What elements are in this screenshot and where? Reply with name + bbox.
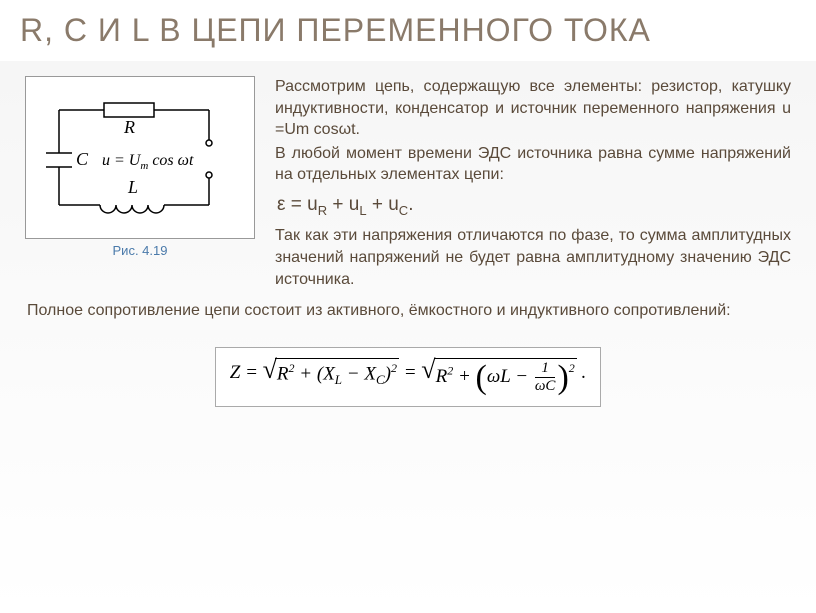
label-L: L [127, 177, 138, 197]
f-omega2: ω [535, 378, 546, 394]
f-C: C [545, 378, 555, 394]
f-minus2: − [511, 366, 533, 387]
sqrt-2: √ R2 + (ωL − 1ωC)2 [421, 358, 576, 396]
f-paren-sq2: 2 [569, 361, 575, 375]
f-L: L [500, 366, 510, 387]
circuit-diagram: R C L u = Um cos ωt [25, 76, 255, 239]
frac-num: 1 [535, 361, 556, 378]
f-plus2: + [453, 366, 475, 387]
f-R2: R [436, 366, 448, 387]
f-XL: X [323, 363, 335, 384]
f-final-dot: . [582, 362, 587, 383]
lparen-icon: ( [476, 359, 487, 396]
equation-emf: ε = uR + uL + uC. [275, 192, 791, 219]
eq-sub-C: C [399, 203, 408, 218]
fraction: 1ωC [535, 361, 556, 394]
header: R, C И L В ЦЕПИ ПЕРЕМЕННОГО ТОКА [0, 0, 816, 61]
f-eq2: = [404, 362, 422, 383]
label-u-eq: u = Um cos ωt [102, 152, 194, 172]
eq-plus-2: + u [367, 194, 399, 215]
f-eq1: = [240, 362, 262, 383]
f-R1: R [277, 363, 289, 384]
label-C: C [76, 149, 89, 169]
f-paren-sq1: 2 [391, 361, 397, 375]
eq-epsilon: ε = u [277, 194, 318, 215]
f-XC: X [364, 363, 376, 384]
figure-caption: Рис. 4.19 [25, 243, 255, 258]
page-title: R, C И L В ЦЕПИ ПЕРЕМЕННОГО ТОКА [20, 12, 796, 49]
f-XC-sub: C [376, 372, 385, 387]
content: R C L u = Um cos ωt Рис. 4.19 Рассмотрим… [0, 61, 816, 422]
eq-plus-1: + u [327, 194, 359, 215]
eq-dot: . [408, 194, 413, 215]
f-plus1: + [295, 363, 317, 384]
paragraph-4: Полное сопротивление цепи состоит из акт… [25, 300, 791, 322]
sqrt-body-1: R2 + (XL − XC)2 [275, 358, 399, 388]
label-R: R [123, 117, 135, 137]
rparen-icon: ) [557, 359, 568, 396]
eq-sub-L: L [359, 203, 366, 218]
f-XL-sub: L [335, 372, 342, 387]
text-column: Рассмотрим цепь, содержащую все элементы… [275, 76, 791, 292]
frac-den: ωC [535, 378, 556, 394]
f-Z: Z [230, 362, 241, 383]
circuit-figure: R C L u = Um cos ωt Рис. 4.19 [25, 76, 255, 258]
sqrt-body-2: R2 + (ωL − 1ωC)2 [434, 358, 577, 396]
top-row: R C L u = Um cos ωt Рис. 4.19 Рассмотрим… [25, 76, 791, 292]
paragraph-3: Так как эти напряжения отличаются по фаз… [275, 225, 791, 290]
f-minus1: − [342, 363, 364, 384]
paragraph-1: Рассмотрим цепь, содержащую все элементы… [275, 76, 791, 141]
formula-row: Z = √ R2 + (XL − XC)2 = √ R2 + (ωL − 1ωC… [25, 347, 791, 407]
sqrt-1: √ R2 + (XL − XC)2 [263, 358, 399, 388]
f-omega1: ω [487, 366, 500, 387]
circuit-svg: R C L u = Um cos ωt [34, 85, 244, 225]
impedance-formula: Z = √ R2 + (XL − XC)2 = √ R2 + (ωL − 1ωC… [215, 347, 602, 407]
paragraph-2: В любой момент времени ЭДС источника рав… [275, 143, 791, 186]
eq-sub-R: R [318, 203, 327, 218]
